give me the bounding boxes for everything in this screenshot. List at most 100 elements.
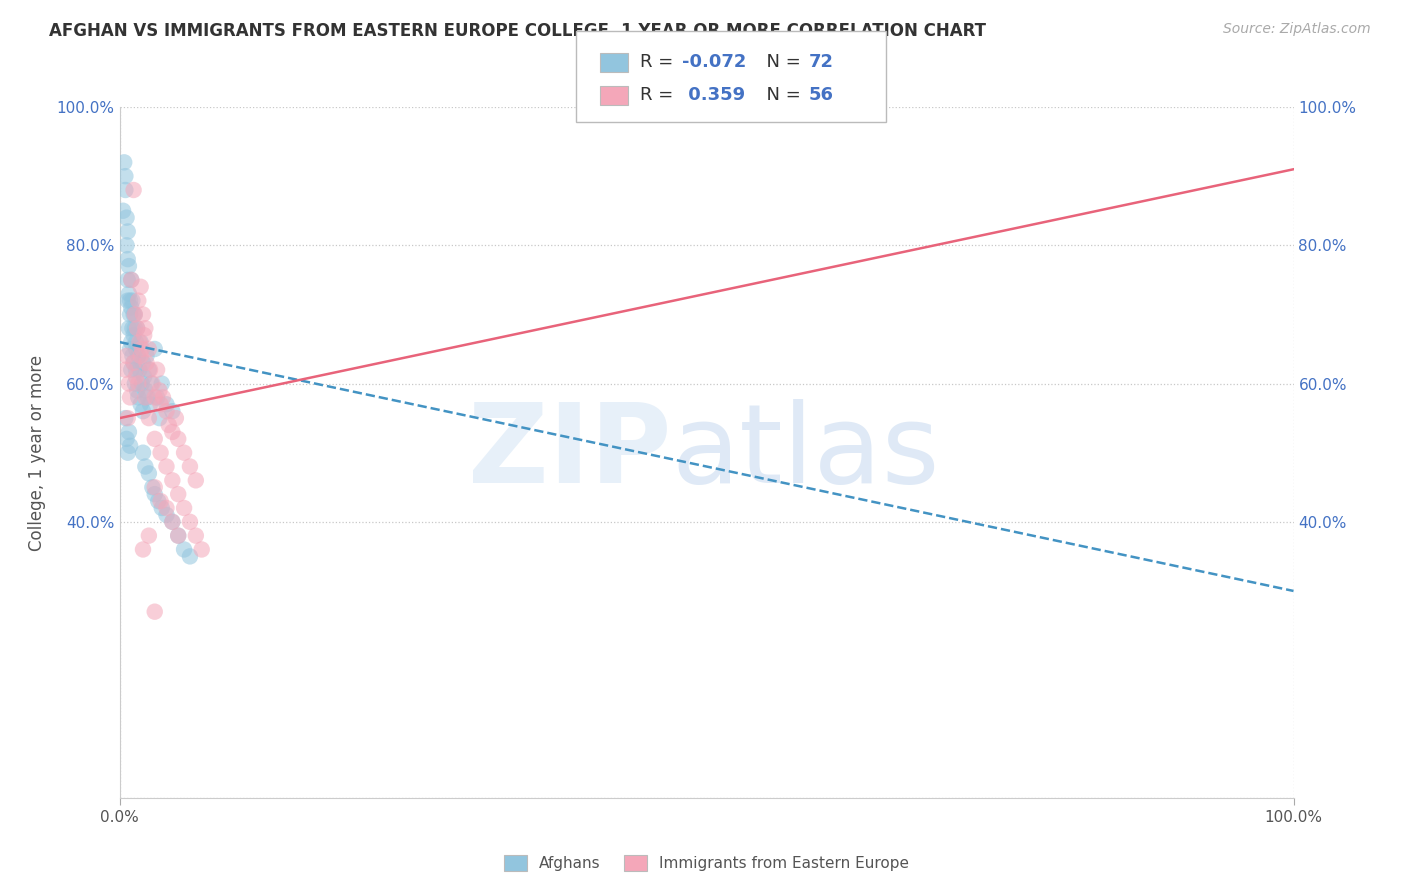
Point xyxy=(139,362,162,376)
Point xyxy=(117,411,139,425)
Point xyxy=(152,391,174,405)
Point xyxy=(121,293,143,308)
Point xyxy=(167,528,190,542)
Point xyxy=(129,334,152,349)
Text: R =: R = xyxy=(640,87,679,104)
Point xyxy=(118,259,141,273)
Point xyxy=(125,334,148,349)
Point xyxy=(124,307,146,321)
Point xyxy=(155,397,177,411)
Point xyxy=(120,273,142,287)
Point xyxy=(120,342,142,356)
Point xyxy=(135,349,157,363)
Point xyxy=(114,183,136,197)
Point xyxy=(149,397,172,411)
Point xyxy=(143,432,166,446)
Point xyxy=(129,279,152,293)
Point xyxy=(120,362,142,376)
Point xyxy=(179,459,201,474)
Point xyxy=(162,515,184,529)
Point xyxy=(129,349,152,363)
Point xyxy=(134,391,156,405)
Point xyxy=(122,307,145,321)
Point xyxy=(143,480,166,494)
Point xyxy=(132,404,155,418)
Point xyxy=(155,500,177,515)
Point xyxy=(155,508,177,522)
Point xyxy=(127,321,149,335)
Point xyxy=(120,439,142,453)
Point xyxy=(149,494,172,508)
Point xyxy=(115,432,138,446)
Point xyxy=(120,301,142,315)
Point xyxy=(134,459,156,474)
Point xyxy=(149,445,172,460)
Point xyxy=(135,356,157,370)
Point xyxy=(141,480,163,494)
Point xyxy=(146,391,169,405)
Point xyxy=(129,397,152,411)
Point xyxy=(122,328,145,343)
Point xyxy=(127,391,149,405)
Point xyxy=(132,445,155,460)
Point xyxy=(125,362,148,376)
Point xyxy=(136,391,159,405)
Point xyxy=(162,473,184,487)
Point xyxy=(118,321,141,335)
Point xyxy=(143,391,166,405)
Text: 0.359: 0.359 xyxy=(682,87,745,104)
Point xyxy=(134,328,156,343)
Point xyxy=(148,411,170,425)
Point xyxy=(117,224,139,238)
Point xyxy=(127,293,149,308)
Point xyxy=(127,384,149,398)
Text: -0.072: -0.072 xyxy=(682,54,747,71)
Text: R =: R = xyxy=(640,54,679,71)
Point xyxy=(173,445,195,460)
Point xyxy=(124,376,146,391)
Point xyxy=(115,349,138,363)
Point xyxy=(120,391,142,405)
Point xyxy=(141,376,163,391)
Point xyxy=(155,459,177,474)
Text: 72: 72 xyxy=(808,54,834,71)
Point xyxy=(138,528,160,542)
Point xyxy=(121,321,143,335)
Point xyxy=(122,356,145,370)
Point xyxy=(138,342,160,356)
Point xyxy=(127,376,149,391)
Point xyxy=(122,183,145,197)
Y-axis label: College, 1 year or more: College, 1 year or more xyxy=(28,355,45,550)
Point xyxy=(146,362,169,376)
Point xyxy=(112,155,135,169)
Point xyxy=(143,605,166,619)
Point xyxy=(118,425,141,439)
Point xyxy=(148,494,170,508)
Point xyxy=(114,169,136,184)
Point xyxy=(167,528,190,542)
Point xyxy=(150,500,173,515)
Point xyxy=(128,362,150,376)
Point xyxy=(162,404,184,418)
Point xyxy=(118,286,141,301)
Point xyxy=(184,473,207,487)
Point xyxy=(165,411,187,425)
Point xyxy=(112,203,135,218)
Point xyxy=(114,411,136,425)
Point xyxy=(138,467,160,481)
Text: atlas: atlas xyxy=(671,400,939,506)
Point xyxy=(121,349,143,363)
Text: AFGHAN VS IMMIGRANTS FROM EASTERN EUROPE COLLEGE, 1 YEAR OR MORE CORRELATION CHA: AFGHAN VS IMMIGRANTS FROM EASTERN EUROPE… xyxy=(49,22,986,40)
Point xyxy=(162,515,184,529)
Point xyxy=(190,542,212,557)
Point xyxy=(179,549,201,564)
Point xyxy=(139,397,162,411)
Point xyxy=(132,307,155,321)
Point xyxy=(150,376,173,391)
Legend: Afghans, Immigrants from Eastern Europe: Afghans, Immigrants from Eastern Europe xyxy=(498,849,915,877)
Point xyxy=(125,369,148,384)
Point xyxy=(124,321,146,335)
Point xyxy=(138,411,160,425)
Point xyxy=(184,528,207,542)
Point xyxy=(138,362,160,376)
